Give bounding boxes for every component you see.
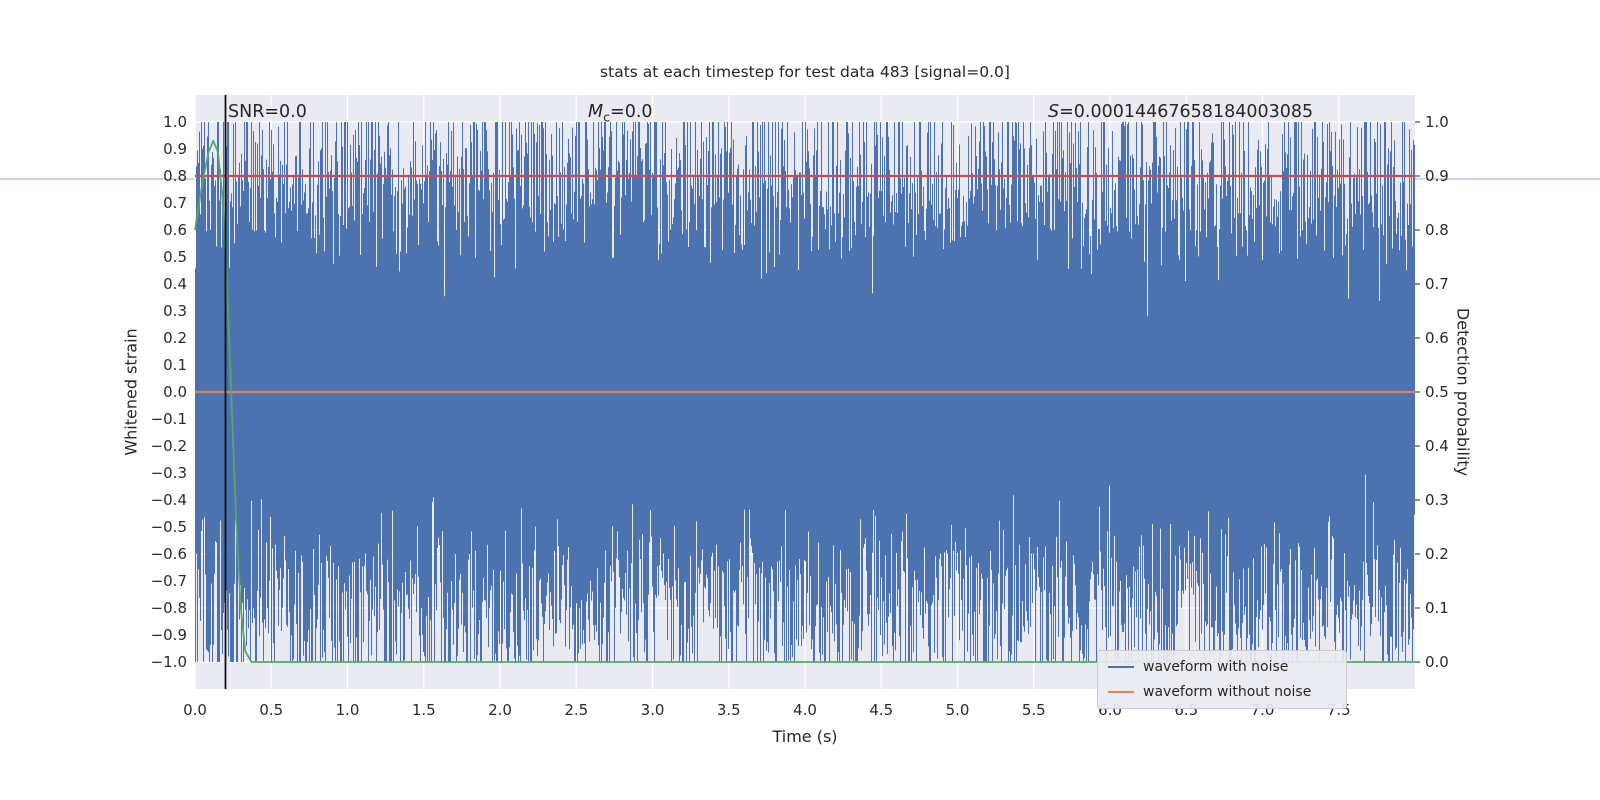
x-tick-label: 4.0: [793, 701, 817, 719]
legend-label-waveform-without-noise: waveform without noise: [1143, 684, 1312, 700]
legend-line-waveform-without-noise: [1108, 691, 1134, 693]
right-y-tick-label: 0.1: [1425, 599, 1449, 617]
right-y-tick-label: 0.5: [1425, 383, 1449, 401]
annotation-s-value: =0.00014467658184003085: [1059, 102, 1314, 122]
x-tick-label: 3.5: [716, 701, 741, 719]
left-y-tick-label: −0.3: [150, 464, 187, 482]
right-y-tick-label: 0.8: [1425, 221, 1449, 239]
left-y-tick-label: −1.0: [150, 653, 187, 671]
left-y-tick-label: 1.0: [163, 113, 187, 131]
legend: waveform with noise waveform without noi…: [1097, 650, 1347, 709]
x-tick-label: 5.5: [1021, 701, 1046, 719]
left-y-tick-label: −0.2: [150, 437, 187, 455]
legend-label-waveform-with-noise: waveform with noise: [1143, 659, 1289, 675]
right-y-tick-label: 0.4: [1425, 437, 1449, 455]
left-y-tick-label: −0.1: [150, 410, 187, 428]
left-y-tick-label: 0.1: [163, 356, 187, 374]
left-y-tick-label: 0.9: [163, 140, 187, 158]
left-y-tick-label: 0.2: [163, 329, 187, 347]
annotation-chirp-mass: Mc=0.0: [588, 102, 653, 125]
x-tick-label: 0.0: [183, 701, 207, 719]
legend-entry-with-noise: waveform with noise: [1108, 656, 1336, 678]
right-y-tick-label: 0.7: [1425, 275, 1449, 293]
annotation-s-statistic: S=0.00014467658184003085: [1048, 102, 1313, 122]
series-detection-probability: [194, 139, 1415, 663]
left-y-tick-label: 0.0: [163, 383, 187, 401]
annotation-mc-symbol: M: [588, 102, 604, 122]
x-tick-label: 1.5: [411, 701, 436, 719]
annotation-mc-value: =0.0: [610, 102, 653, 122]
x-tick-label: 2.0: [488, 701, 512, 719]
x-axis-label: Time (s): [772, 727, 838, 746]
left-y-tick-label: −0.7: [150, 572, 187, 590]
annotation-snr: SNR=0.0: [228, 102, 307, 122]
annotation-s-symbol: S: [1048, 102, 1060, 122]
left-y-tick-label: −0.6: [150, 545, 187, 563]
x-tick-label: 5.0: [945, 701, 970, 719]
legend-line-waveform-with-noise: [1108, 666, 1134, 668]
left-y-tick-label: 0.6: [163, 221, 187, 239]
x-tick-label: 0.5: [259, 701, 284, 719]
x-tick-label: 1.0: [335, 701, 360, 719]
left-y-tick-label: 0.3: [163, 302, 187, 320]
right-y-tick-label: 0.6: [1425, 329, 1449, 347]
right-y-tick-label: 0.2: [1425, 545, 1449, 563]
left-y-tick-label: 0.5: [163, 248, 187, 266]
right-y-tick-label: 0.3: [1425, 491, 1449, 509]
x-tick-label: 4.5: [869, 701, 894, 719]
right-y-tick-label: 0.9: [1425, 167, 1449, 185]
left-y-tick-label: 0.4: [163, 275, 187, 293]
annotation-mc-subscript: c: [603, 109, 611, 125]
x-tick-label: 3.0: [640, 701, 665, 719]
left-y-tick-label: −0.8: [150, 599, 187, 617]
left-y-tick-label: 0.7: [163, 194, 187, 212]
right-y-tick-label: 0.0: [1425, 653, 1449, 671]
left-y-tick-label: −0.5: [150, 518, 187, 536]
left-y-tick-label: −0.4: [150, 491, 187, 509]
legend-entry-without-noise: waveform without noise: [1108, 681, 1336, 703]
chart-title: stats at each timestep for test data 483…: [600, 63, 1010, 81]
right-y-tick-label: 1.0: [1425, 113, 1449, 131]
x-tick-label: 2.5: [564, 701, 589, 719]
left-y-tick-label: 0.8: [163, 167, 187, 185]
left-y-tick-label: −0.9: [150, 626, 187, 644]
